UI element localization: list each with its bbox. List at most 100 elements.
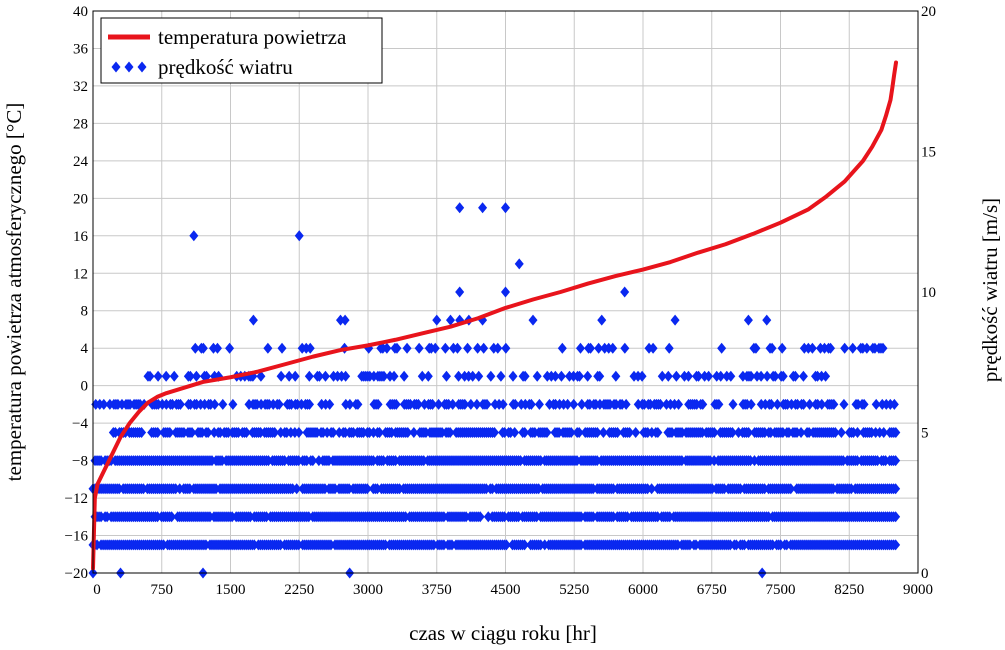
wind-speed-point bbox=[891, 483, 901, 495]
y-tick-label: 0 bbox=[81, 379, 89, 395]
plot-frame bbox=[92, 10, 919, 574]
y-tick-label: −12 bbox=[65, 491, 88, 507]
wind-speed-point bbox=[746, 370, 756, 382]
wind-speed-point bbox=[583, 370, 593, 382]
wind-speed-point bbox=[751, 342, 761, 354]
wind-speed-point bbox=[520, 539, 530, 551]
wind-speed-point bbox=[777, 342, 787, 354]
y2-tick-label: 0 bbox=[921, 566, 929, 582]
wind-speed-point bbox=[670, 314, 680, 326]
wind-speed-point bbox=[520, 370, 530, 382]
wind-speed-point bbox=[490, 427, 499, 438]
wind-speed-point bbox=[767, 342, 777, 354]
wind-speed-point bbox=[482, 398, 492, 410]
wind-speed-point bbox=[557, 342, 567, 354]
wind-speed-point bbox=[528, 314, 538, 326]
legend-wind-swatch bbox=[111, 61, 147, 73]
wind-speed-point bbox=[594, 342, 604, 354]
wind-speed-point bbox=[746, 398, 756, 410]
wind-speed-point bbox=[290, 370, 300, 382]
wind-speed-point bbox=[353, 398, 363, 410]
wind-speed-point bbox=[848, 342, 858, 354]
wind-speed-point bbox=[362, 483, 372, 495]
wind-speed-point bbox=[434, 398, 444, 410]
wind-speed-point bbox=[137, 61, 147, 73]
wind-speed-point bbox=[542, 427, 552, 438]
wind-speed-point bbox=[853, 427, 862, 438]
y-tick-label: 8 bbox=[81, 304, 89, 320]
wind-speed-point bbox=[550, 370, 560, 382]
wind-speed-point bbox=[430, 342, 440, 354]
wind-speed-point bbox=[836, 427, 846, 438]
x-tick-label: 4500 bbox=[491, 582, 521, 598]
wind-speed-point bbox=[432, 314, 442, 326]
wind-speed-series bbox=[88, 202, 901, 579]
x-tick-label: 6000 bbox=[628, 582, 658, 598]
wind-speed-point bbox=[621, 398, 631, 410]
wind-speed-point bbox=[620, 286, 630, 298]
wind-speed-point bbox=[228, 398, 238, 410]
wind-speed-point bbox=[241, 427, 251, 438]
wind-speed-point bbox=[878, 342, 888, 354]
y-tick-label: 36 bbox=[73, 41, 89, 57]
wind-speed-point bbox=[468, 370, 478, 382]
y-axis-title: temperatura powietrza atmosferycznego [°… bbox=[2, 103, 26, 482]
x-tick-label: 3750 bbox=[422, 582, 452, 598]
wind-speed-point bbox=[859, 398, 869, 410]
y2-tick-label: 5 bbox=[921, 426, 929, 442]
y-tick-label: −20 bbox=[65, 566, 88, 582]
x-tick-label: 1500 bbox=[216, 582, 246, 598]
wind-speed-point bbox=[563, 398, 573, 410]
wind-speed-point bbox=[501, 286, 510, 298]
wind-speed-point bbox=[586, 342, 596, 354]
wind-speed-point bbox=[498, 398, 508, 410]
wind-speed-point bbox=[821, 370, 831, 382]
wind-speed-point bbox=[891, 455, 901, 467]
wind-speed-point bbox=[704, 370, 714, 382]
wind-speed-point bbox=[340, 314, 350, 326]
wind-speed-point bbox=[175, 398, 185, 410]
wind-speed-point bbox=[466, 398, 476, 410]
wind-speed-point bbox=[620, 342, 630, 354]
wind-speed-point bbox=[161, 370, 171, 382]
wind-speed-point bbox=[248, 314, 258, 326]
wind-speed-point bbox=[657, 370, 667, 382]
wind-speed-point bbox=[455, 286, 465, 298]
wind-speed-point bbox=[756, 370, 766, 382]
wind-speed-point bbox=[474, 370, 484, 382]
wind-speed-point bbox=[501, 539, 511, 551]
wind-speed-point bbox=[840, 342, 850, 354]
wind-speed-point bbox=[762, 314, 772, 326]
wind-speed-point bbox=[891, 539, 901, 551]
wind-speed-point bbox=[862, 342, 872, 354]
x-tick-label: 750 bbox=[151, 582, 174, 598]
wind-speed-point bbox=[772, 398, 782, 410]
x-tick-label: 2250 bbox=[284, 582, 314, 598]
wind-speed-point bbox=[446, 314, 455, 326]
wind-speed-point bbox=[382, 342, 392, 354]
wind-speed-point bbox=[389, 370, 399, 382]
wind-speed-point bbox=[664, 342, 674, 354]
wind-speed-point bbox=[305, 398, 315, 410]
wind-speed-point bbox=[263, 342, 273, 354]
wind-speed-point bbox=[807, 342, 817, 354]
wind-speed-point bbox=[455, 202, 465, 214]
wind-speed-point bbox=[663, 370, 673, 382]
x-tick-label: 9000 bbox=[903, 582, 933, 598]
wind-speed-point bbox=[716, 370, 726, 382]
wind-speed-point bbox=[493, 342, 503, 354]
wind-speed-point bbox=[413, 398, 423, 410]
wind-speed-point bbox=[165, 427, 175, 438]
wind-speed-point bbox=[328, 427, 338, 438]
wind-speed-point bbox=[111, 61, 121, 73]
wind-speed-point bbox=[556, 370, 566, 382]
y-tick-label: 4 bbox=[81, 341, 89, 357]
wind-speed-point bbox=[653, 427, 663, 438]
wind-speed-point bbox=[445, 427, 455, 438]
wind-speed-point bbox=[185, 370, 195, 382]
y-tick-label: −4 bbox=[72, 416, 88, 432]
y-tick-label: 32 bbox=[73, 79, 88, 95]
wind-speed-point bbox=[475, 511, 485, 523]
wind-speed-point bbox=[648, 342, 658, 354]
x-tick-label: 3000 bbox=[353, 582, 383, 598]
